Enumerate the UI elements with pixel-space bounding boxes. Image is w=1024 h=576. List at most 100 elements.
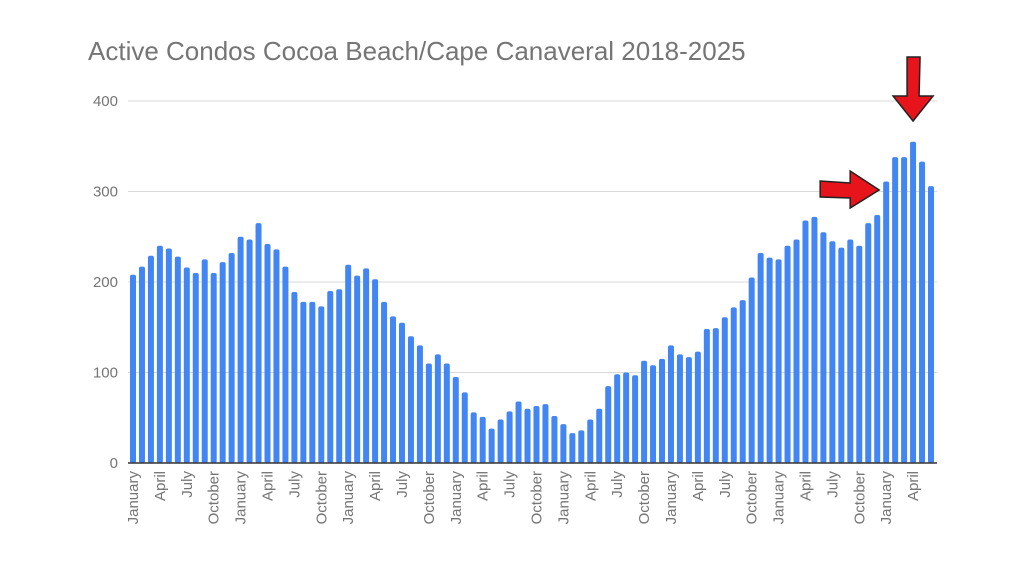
- bar: [919, 161, 926, 463]
- bar: [219, 262, 226, 463]
- bar: [461, 392, 468, 463]
- x-tick-label: April: [259, 471, 276, 501]
- bar: [318, 306, 325, 463]
- bar: [551, 415, 558, 463]
- x-tick-label: April: [475, 471, 492, 501]
- bar: [685, 357, 692, 463]
- bar: [623, 372, 630, 463]
- bar: [605, 386, 612, 463]
- y-tick-label: 200: [93, 274, 118, 291]
- bar: [883, 181, 890, 464]
- bar: [201, 259, 208, 463]
- bar: [766, 257, 773, 463]
- bar: [596, 408, 603, 463]
- bar: [488, 428, 495, 463]
- x-tick-label: October: [636, 471, 653, 524]
- bar: [820, 232, 827, 463]
- bar: [147, 255, 154, 463]
- bar: [910, 141, 917, 463]
- bar: [775, 259, 782, 463]
- x-tick-label: January: [125, 471, 142, 525]
- x-tick-label: July: [824, 471, 841, 498]
- bar: [676, 354, 683, 463]
- bar: [354, 275, 361, 463]
- bar: [847, 239, 854, 463]
- x-tick-label: April: [905, 471, 922, 501]
- bar: [721, 317, 728, 463]
- chart-title: Active Condos Cocoa Beach/Cape Canaveral…: [88, 36, 746, 66]
- x-tick-label: January: [663, 471, 680, 525]
- bar: [291, 291, 298, 463]
- bar: [542, 404, 549, 463]
- bar: [336, 289, 343, 463]
- bar: [255, 223, 262, 463]
- bar: [524, 408, 531, 463]
- arrow-right-icon: [819, 169, 881, 210]
- bar: [327, 291, 334, 463]
- bar: [739, 300, 746, 463]
- bar: [434, 354, 441, 463]
- bar: [372, 279, 379, 463]
- x-tick-label: April: [367, 471, 384, 501]
- bar: [712, 328, 719, 463]
- bar: [381, 301, 388, 463]
- bar: [928, 186, 934, 463]
- bar: [730, 307, 737, 463]
- bar: [874, 215, 881, 463]
- y-tick-label: 100: [93, 365, 118, 382]
- bar: [694, 351, 701, 463]
- bar: [641, 360, 648, 463]
- bar: [156, 245, 163, 463]
- bar: [892, 157, 899, 464]
- bar: [506, 411, 513, 463]
- bar: [560, 424, 567, 463]
- x-tick-label: October: [528, 471, 545, 524]
- bar: [273, 249, 280, 463]
- y-tick-label: 400: [93, 93, 118, 110]
- x-tick-label: October: [744, 471, 761, 524]
- bar: [802, 220, 809, 463]
- bar: [569, 433, 576, 463]
- x-tick-label: April: [797, 471, 814, 501]
- bar: [479, 416, 486, 463]
- bar: [443, 363, 450, 463]
- bar: [210, 272, 217, 463]
- bar: [650, 365, 657, 463]
- bar: [228, 253, 235, 463]
- x-tick-label: April: [582, 471, 599, 501]
- bar: [425, 363, 432, 463]
- x-tick-label: October: [851, 471, 868, 524]
- bar: [757, 253, 764, 463]
- bar: [497, 419, 504, 463]
- bar: [309, 301, 316, 463]
- bar: [130, 274, 136, 463]
- x-tick-label: January: [340, 471, 357, 525]
- bar: [838, 247, 845, 463]
- x-tick-label: July: [394, 471, 411, 498]
- bar: [856, 245, 863, 463]
- bar: [793, 239, 800, 463]
- x-tick-label: July: [286, 471, 303, 498]
- bar: [300, 301, 307, 463]
- bar: [515, 401, 522, 463]
- bar: [470, 412, 477, 463]
- x-tick-label: January: [771, 471, 788, 525]
- bar: [363, 268, 370, 463]
- x-tick-label: October: [206, 471, 223, 524]
- bar: [282, 266, 289, 463]
- bar: [165, 248, 172, 463]
- bar: [632, 375, 639, 463]
- bar: [703, 329, 710, 463]
- bar: [174, 256, 181, 463]
- bar: [416, 345, 423, 463]
- bar: [748, 277, 755, 463]
- bar: [407, 336, 414, 463]
- bar: [183, 267, 190, 463]
- x-tick-label: July: [717, 471, 734, 498]
- bar: [452, 377, 459, 463]
- bar: [587, 419, 594, 463]
- bar: [578, 430, 585, 463]
- y-tick-label: 300: [93, 184, 118, 201]
- bar: [390, 316, 397, 463]
